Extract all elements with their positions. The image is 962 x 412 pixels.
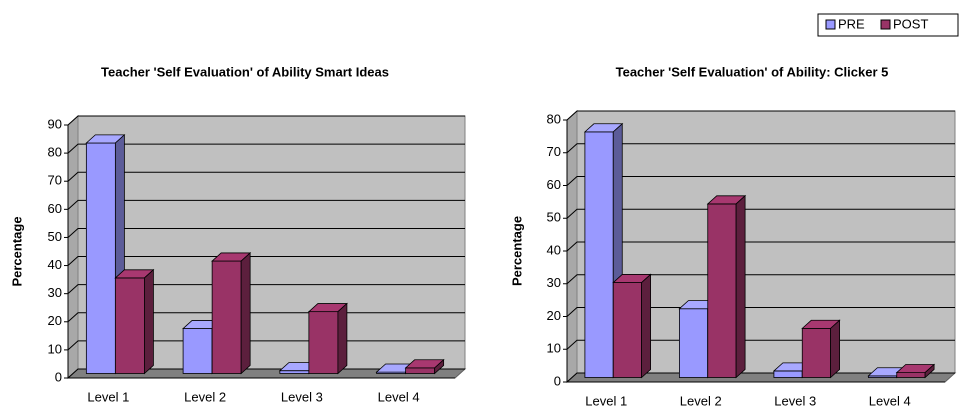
y-tick-label: 10 [547,341,561,356]
x-tick-label: Level 2 [680,393,722,408]
grid-line [67,284,465,295]
bar-front [308,311,339,374]
bar: POST [211,252,252,375]
bar: POST [801,319,841,379]
bar-front [679,308,709,378]
y-tick-label: 40 [48,257,62,272]
x-tick-label: Level 3 [774,393,816,408]
grid-line [566,307,955,317]
side-wall [67,114,79,380]
bar-front [801,327,832,378]
y-tick-label: 70 [547,144,561,159]
y-tick-label: 90 [48,116,62,131]
bar: POST [612,273,652,379]
grid-line [566,110,955,121]
x-tick-label: Level 4 [378,389,420,404]
grid-line [67,171,465,182]
bar: PRE [678,299,718,379]
y-tick-label: 70 [48,173,62,188]
bar-side [735,194,746,379]
bar-side [337,302,348,375]
bar-side [143,268,154,375]
grid-line [67,227,465,238]
x-tick-label: Level 3 [281,389,323,404]
legend: PRE POST [817,13,959,37]
legend-swatch [880,19,891,30]
legend-label: PRE [838,16,865,31]
y-tick-label: 60 [48,201,62,216]
y-tick-label: 10 [48,341,62,356]
y-tick-label: 0 [554,373,561,388]
grid-line [67,143,465,154]
bar-side [641,273,651,379]
bar-front [612,282,643,378]
grid-line [67,115,465,126]
grid-line [566,176,955,186]
bar-front [279,370,310,374]
y-tick-label: 0 [55,369,62,384]
bar-side [434,358,445,375]
grid-line [566,208,955,219]
y-tick-label: 80 [547,111,561,126]
y-tick-label: 60 [547,177,561,192]
bar-side [830,319,840,379]
y-tick-label: 50 [48,229,62,244]
bar-front [707,203,737,378]
x-tick-label: Level 4 [869,393,911,408]
legend-swatch [825,19,836,30]
grid-line [566,274,955,285]
bar: POST [895,363,936,379]
y-tick-label: 30 [547,275,561,290]
chart-title: Teacher 'Self Evaluation' of Ability: Cl… [616,64,889,79]
x-tick-label: Level 2 [184,389,226,404]
y-tick-label: 30 [48,285,62,300]
y-tick-label: 80 [48,145,62,160]
y-tick-label: 40 [547,242,561,257]
bar-front [85,142,116,374]
bar-front [584,131,614,378]
bar-side [924,363,935,379]
bar: POST [404,358,445,375]
x-tick-label: Level 1 [87,389,129,404]
bar: POST [114,268,155,375]
y-axis-label: Percentage [509,216,524,286]
bar-front [773,370,803,378]
y-tick-label: 20 [48,313,62,328]
grid-line [566,143,955,154]
bar-side [240,252,251,375]
bar-front [211,260,242,374]
bar-front [896,372,926,378]
x-tick-label: Level 1 [585,393,627,408]
legend-label: POST [893,16,928,31]
bar: POST [307,302,348,375]
chart-title: Teacher 'Self Evaluation' of Ability Sma… [101,64,389,79]
bar-front [114,277,145,374]
grid-line [67,256,465,266]
y-tick-label: 20 [547,308,561,323]
bar-front [182,328,213,374]
grid-line [67,199,465,210]
y-axis-label: Percentage [9,216,24,286]
y-tick-label: 50 [547,210,561,225]
bar: POST [706,194,747,379]
grid-line [566,241,955,252]
bar-front [405,367,436,374]
